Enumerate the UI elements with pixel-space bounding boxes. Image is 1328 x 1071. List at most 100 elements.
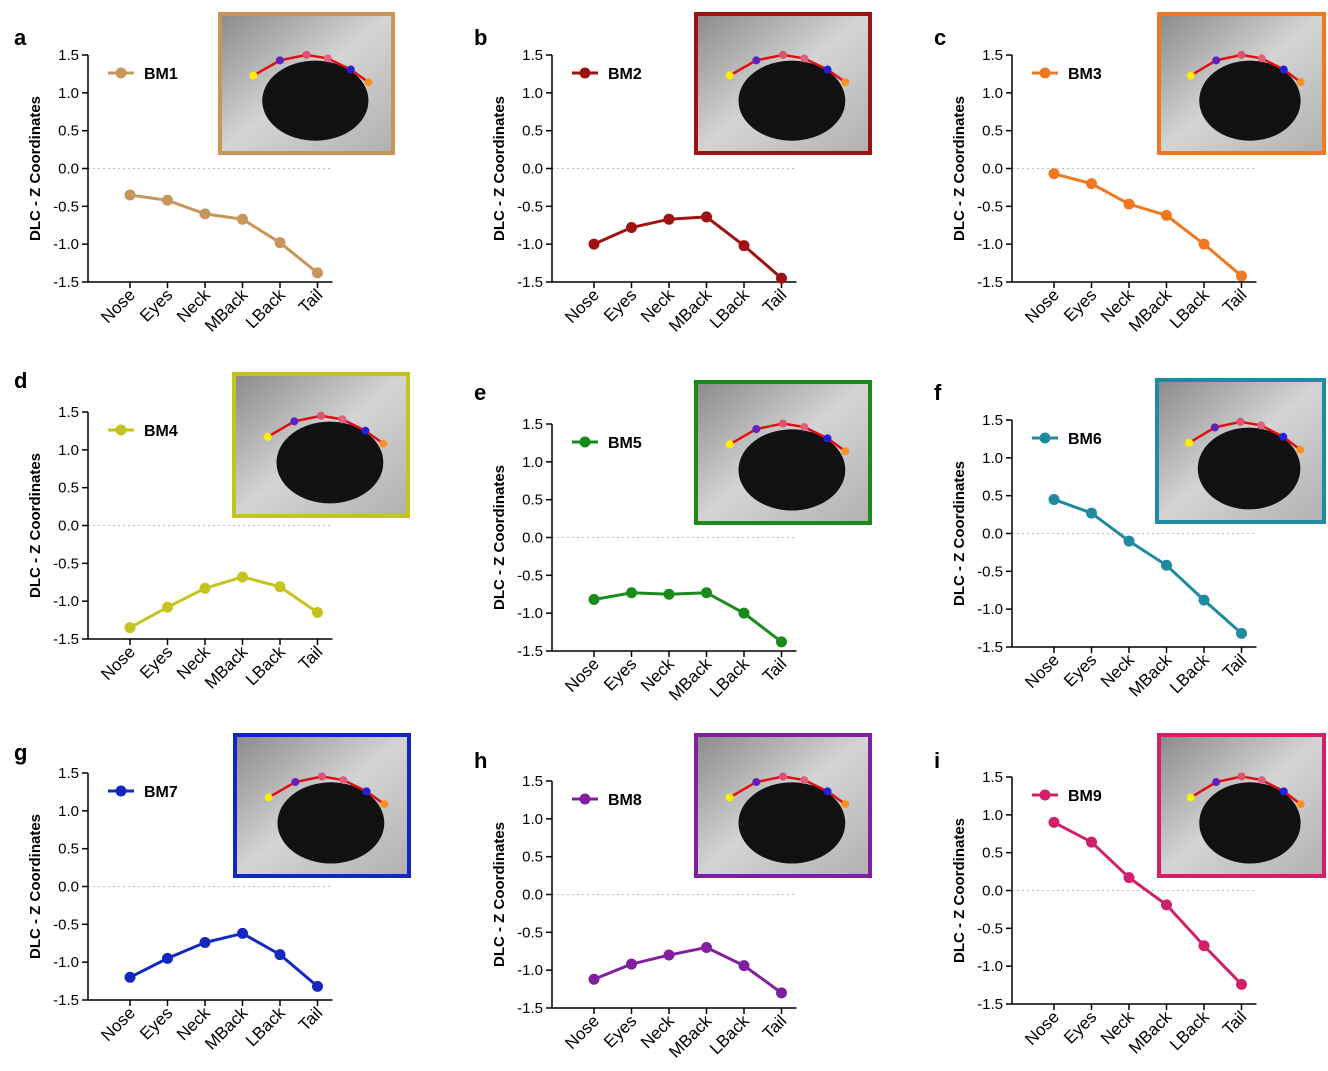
data-point [199,936,211,948]
legend-label: BM8 [608,792,642,809]
y-tick-label: 0.5 [58,841,79,858]
keypoint [1237,772,1246,781]
y-tick-label: -0.5 [517,198,543,215]
y-tick-label: -0.5 [977,920,1003,937]
keypoint [361,426,370,435]
data-point [1198,238,1210,250]
data-line [129,193,319,275]
keypoint [725,71,734,80]
keypoint [1212,778,1221,787]
y-tick-label: -0.5 [53,555,79,572]
mouse-silhouette [1199,60,1301,141]
x-tick-label: Eyes [1060,285,1100,325]
data-line [593,591,783,644]
legend-label: BM9 [1068,788,1102,805]
keypoint [379,439,388,448]
panel-label: c [934,25,946,50]
y-tick-label: 1.5 [982,769,1003,786]
data-point [663,213,675,225]
y-tick-label: 1.5 [58,47,79,64]
data-point [312,980,323,992]
data-point [1048,493,1060,505]
y-tick-label: 0.0 [982,161,1003,178]
keypoint [317,411,325,420]
x-tick-label: MBack [1125,1007,1176,1058]
x-tick-label: Eyes [136,1003,176,1043]
legend-marker [579,436,591,448]
y-tick-label: 0.0 [58,161,79,178]
keypoint [338,415,347,424]
x-tick-label: MBack [201,1003,252,1054]
y-tick-label: -1.0 [53,954,79,971]
x-tick-label: LBack [706,654,753,701]
y-tick-label: 1.5 [58,404,79,421]
panel-label: g [14,740,27,765]
y-tick-label: 0.0 [58,879,79,896]
keypoint [1279,65,1288,74]
y-tick-label: -0.5 [53,198,79,215]
keypoint [1257,776,1266,785]
x-tick-label: MBack [665,654,716,705]
y-tick-label: -0.5 [977,198,1003,215]
data-point [1236,978,1247,990]
x-tick-label: Nose [561,1011,602,1052]
x-tick-label: LBack [242,285,289,332]
keypoint [1185,438,1194,447]
data-point [199,208,211,220]
panel: c DLC - Z Coordinates -1.5 -1.0 -0.5 0.0 0.5 1.… [934,12,1326,336]
y-tick-label: 0.5 [982,845,1003,862]
keypoint [779,419,787,428]
data-point [1236,270,1247,282]
x-tick-label: LBack [242,642,289,689]
x-tick-label: MBack [1125,285,1176,336]
data-point [199,582,211,594]
data-line [1053,821,1243,986]
keypoint [823,65,832,74]
data-point [124,622,136,634]
keypoint [1279,432,1288,441]
x-tick-label: Tail [1219,1007,1250,1038]
mouse-silhouette [738,429,846,511]
keypoint [364,78,373,87]
keypoint [291,778,300,787]
data-point [1123,872,1135,884]
data-point [1198,940,1210,952]
x-tick-label: Nose [97,1003,138,1044]
keypoint [323,54,332,63]
keypoint [725,440,734,449]
data-point [701,941,712,953]
data-point [1123,198,1135,210]
x-tick-label: Eyes [1060,650,1100,690]
keypoint [275,56,284,65]
y-tick-label: 0.0 [522,887,543,904]
data-point [312,267,323,279]
y-tick-label: -1.5 [53,631,79,648]
keypoint [1257,421,1266,430]
panel-label: h [474,748,487,773]
y-tick-label: 1.5 [522,773,543,790]
panel-label: a [14,25,27,50]
x-tick-label: Tail [1219,285,1250,316]
x-tick-label: LBack [706,285,753,332]
data-point [1123,535,1135,547]
x-tick-label: MBack [1125,650,1176,701]
x-tick-label: LBack [242,1003,289,1050]
keypoint [362,787,371,796]
mouse-silhouette [738,60,846,141]
y-tick-label: 1.0 [982,85,1003,102]
keypoint [1236,417,1245,426]
y-tick-label: 0.5 [522,849,543,866]
x-tick-label: MBack [665,285,716,336]
x-tick-label: LBack [1166,650,1213,697]
panel: d DLC - Z Coordinates -1.5 -1.0 -0.5 0.0 0.5 1.… [14,368,410,693]
panel-label: e [474,380,486,405]
keypoint [263,432,272,441]
legend-marker [115,67,127,79]
legend-label: BM1 [144,66,178,83]
x-tick-label: Nose [1021,1007,1062,1048]
x-tick-label: LBack [706,1011,753,1058]
y-tick-label: -0.5 [53,916,79,933]
mouse-silhouette [738,782,846,864]
keypoint [318,772,326,781]
keypoint [339,776,348,785]
